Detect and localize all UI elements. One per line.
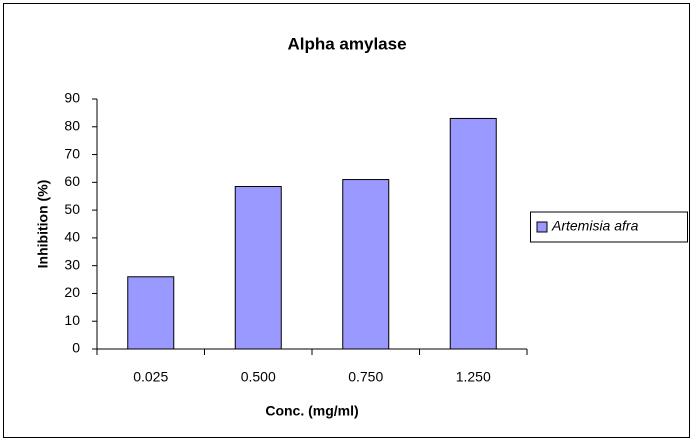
x-axis-label: Conc. (mg/ml) bbox=[265, 403, 358, 419]
x-tick-label: 0.500 bbox=[241, 369, 276, 385]
bar bbox=[342, 179, 390, 350]
chart-title: Alpha amylase bbox=[287, 34, 406, 53]
y-tick-label: 50 bbox=[64, 201, 80, 217]
bar bbox=[127, 276, 175, 350]
x-tick-label: 0.750 bbox=[348, 369, 383, 385]
legend-box bbox=[530, 211, 688, 243]
y-tick-label: 70 bbox=[64, 145, 80, 161]
bar bbox=[449, 117, 497, 350]
y-tick-label: 10 bbox=[64, 312, 80, 328]
y-tick-label: 80 bbox=[64, 117, 80, 133]
y-tick-label: 40 bbox=[64, 229, 80, 245]
y-tick-label: 20 bbox=[64, 284, 80, 300]
legend-label: Artemisia afra bbox=[551, 218, 639, 234]
y-tick-label: 60 bbox=[64, 173, 80, 189]
x-tick-label: 1.250 bbox=[456, 369, 491, 385]
y-axis-label: Inhibition (%) bbox=[35, 180, 51, 269]
y-tick-label: 90 bbox=[64, 90, 80, 106]
x-tick-label: 0.025 bbox=[133, 369, 168, 385]
legend-swatch bbox=[536, 221, 548, 233]
bar bbox=[234, 186, 282, 350]
y-tick-label: 30 bbox=[64, 256, 80, 272]
y-tick-label: 0 bbox=[72, 340, 80, 356]
